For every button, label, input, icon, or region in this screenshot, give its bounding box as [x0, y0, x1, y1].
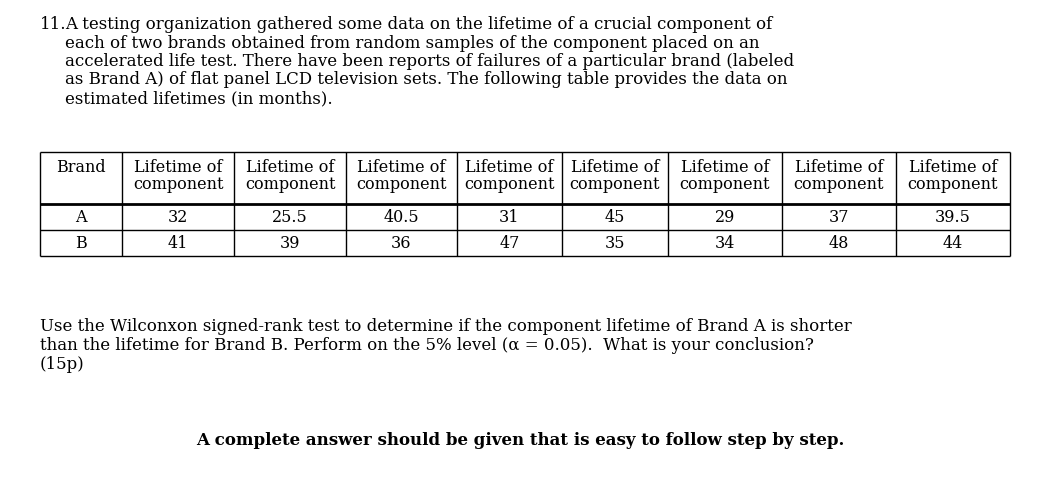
- Text: 41: 41: [168, 235, 189, 252]
- Text: component: component: [133, 176, 223, 193]
- Text: 11.: 11.: [40, 16, 66, 33]
- Text: Lifetime of: Lifetime of: [794, 159, 883, 176]
- Text: A: A: [75, 209, 87, 226]
- Text: 48: 48: [829, 235, 849, 252]
- Text: Lifetime of: Lifetime of: [357, 159, 445, 176]
- Text: component: component: [908, 176, 999, 193]
- Text: 40.5: 40.5: [384, 209, 419, 226]
- Text: component: component: [570, 176, 660, 193]
- Text: 35: 35: [605, 235, 626, 252]
- Text: 34: 34: [715, 235, 736, 252]
- Text: component: component: [464, 176, 554, 193]
- Text: than the lifetime for Brand B. Perform on the 5% level (α = 0.05).  What is your: than the lifetime for Brand B. Perform o…: [40, 337, 814, 354]
- Text: component: component: [356, 176, 446, 193]
- Text: 25.5: 25.5: [272, 209, 308, 226]
- Text: Use the Wilconxon signed-rank test to determine if the component lifetime of Bra: Use the Wilconxon signed-rank test to de…: [40, 318, 852, 335]
- Text: 39: 39: [280, 235, 300, 252]
- Text: 36: 36: [391, 235, 412, 252]
- Text: component: component: [680, 176, 770, 193]
- Text: 39.5: 39.5: [935, 209, 970, 226]
- Text: 32: 32: [168, 209, 189, 226]
- Text: 29: 29: [715, 209, 736, 226]
- Text: Lifetime of: Lifetime of: [909, 159, 998, 176]
- Text: Lifetime of: Lifetime of: [681, 159, 769, 176]
- Text: 45: 45: [605, 209, 626, 226]
- Text: A complete answer should be given that is easy to follow step by step.: A complete answer should be given that i…: [196, 432, 845, 449]
- Text: Lifetime of: Lifetime of: [246, 159, 334, 176]
- Text: component: component: [793, 176, 885, 193]
- Text: 37: 37: [829, 209, 849, 226]
- Text: 44: 44: [943, 235, 963, 252]
- Text: component: component: [245, 176, 335, 193]
- Text: A testing organization gathered some data on the lifetime of a crucial component: A testing organization gathered some dat…: [65, 16, 772, 33]
- Text: estimated lifetimes (in months).: estimated lifetimes (in months).: [65, 90, 332, 107]
- Text: Brand: Brand: [57, 159, 106, 176]
- Text: 31: 31: [499, 209, 520, 226]
- Text: (15p): (15p): [40, 356, 85, 373]
- Text: accelerated life test. There have been reports of failures of a particular brand: accelerated life test. There have been r…: [65, 53, 794, 70]
- Text: as Brand A) of flat panel LCD television sets. The following table provides the : as Brand A) of flat panel LCD television…: [65, 72, 787, 88]
- Text: Lifetime of: Lifetime of: [465, 159, 553, 176]
- Text: Lifetime of: Lifetime of: [134, 159, 222, 176]
- Text: 47: 47: [499, 235, 520, 252]
- Text: Lifetime of: Lifetime of: [571, 159, 659, 176]
- Text: B: B: [75, 235, 87, 252]
- Text: each of two brands obtained from random samples of the component placed on an: each of two brands obtained from random …: [65, 35, 760, 51]
